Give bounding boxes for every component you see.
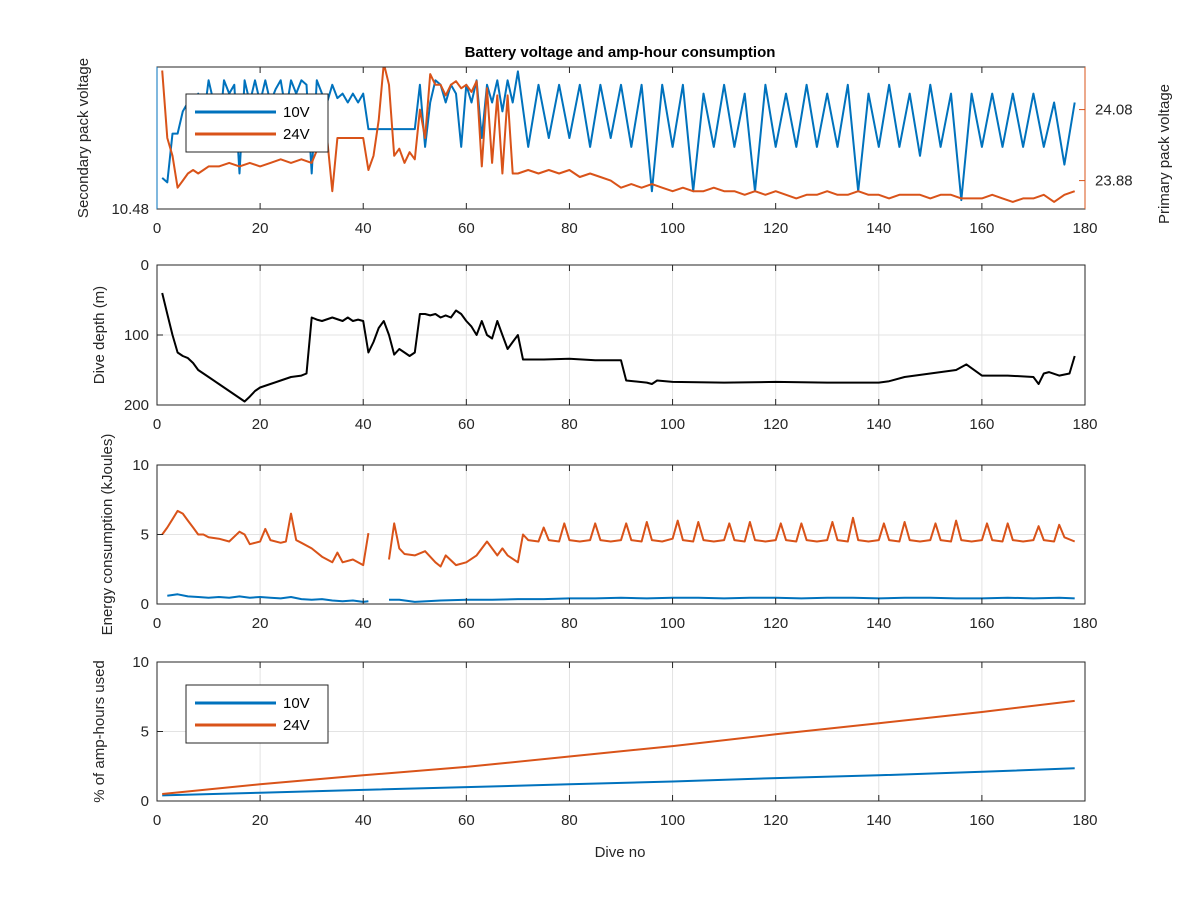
series-line-10v-panel-4 bbox=[162, 767, 1075, 797]
x-tick-label: 140 bbox=[866, 615, 891, 632]
x-tick-label: 60 bbox=[458, 615, 475, 632]
legend-box bbox=[185, 93, 329, 153]
x-tick-label: 60 bbox=[458, 220, 475, 237]
x-tick-label: 180 bbox=[1072, 615, 1097, 632]
x-tick-label: 120 bbox=[763, 220, 788, 237]
x-tick-label: 160 bbox=[969, 812, 994, 829]
y-tick-label: 200 bbox=[124, 397, 149, 414]
legend-box bbox=[185, 684, 329, 744]
x-tick-label: 40 bbox=[355, 615, 372, 632]
x-tick-label: 20 bbox=[252, 220, 269, 237]
x-tick-label: 80 bbox=[561, 615, 578, 632]
legend-label-24v: 24V bbox=[283, 717, 310, 734]
legend-label-24v: 24V bbox=[283, 126, 310, 143]
x-tick-label: 80 bbox=[561, 812, 578, 829]
y-tick-label: 10.48 bbox=[111, 201, 149, 218]
legend-label-10v: 10V bbox=[283, 695, 310, 712]
y-tick-label: 0 bbox=[141, 596, 149, 613]
x-tick-label: 20 bbox=[252, 416, 269, 433]
y-tick-label: 5 bbox=[141, 527, 149, 544]
x-tick-label: 100 bbox=[660, 220, 685, 237]
x-tick-label: 40 bbox=[355, 812, 372, 829]
x-tick-label: 40 bbox=[355, 416, 372, 433]
x-tick-label: 0 bbox=[153, 812, 161, 829]
y-tick-label: 100 bbox=[124, 327, 149, 344]
x-tick-label: 120 bbox=[763, 615, 788, 632]
x-tick-label: 160 bbox=[969, 220, 994, 237]
y-axis-label: Dive depth (m) bbox=[91, 286, 108, 384]
x-tick-label: 0 bbox=[153, 220, 161, 237]
y-right-tick-label: 24.08 bbox=[1095, 102, 1133, 119]
x-tick-label: 20 bbox=[252, 812, 269, 829]
y-axis-label: % of amp-hours used bbox=[91, 660, 108, 803]
y-tick-label: 10 bbox=[132, 457, 149, 474]
y-tick-label: 10 bbox=[132, 654, 149, 671]
x-tick-label: 180 bbox=[1072, 812, 1097, 829]
x-tick-label: 100 bbox=[660, 416, 685, 433]
y-right-tick-label: 23.88 bbox=[1095, 173, 1133, 190]
x-tick-label: 20 bbox=[252, 615, 269, 632]
x-tick-label: 180 bbox=[1072, 416, 1097, 433]
x-tick-label: 140 bbox=[866, 220, 891, 237]
y-tick-label: 0 bbox=[141, 257, 149, 274]
y-axis-label: Energy consumption (kJoules) bbox=[99, 434, 116, 636]
y-axis-label-right: Primary pack voltage bbox=[1156, 84, 1173, 224]
x-tick-label: 160 bbox=[969, 416, 994, 433]
series-line-24v-panel-3 bbox=[161, 509, 1076, 568]
series-line-24v-panel-4 bbox=[162, 699, 1075, 795]
x-tick-label: 120 bbox=[763, 416, 788, 433]
chart-title: Battery voltage and amp-hour consumption bbox=[465, 44, 776, 61]
x-tick-label: 120 bbox=[763, 812, 788, 829]
x-tick-label: 60 bbox=[458, 416, 475, 433]
y-axis-label-left: Secondary pack voltage bbox=[75, 58, 92, 218]
x-tick-label: 0 bbox=[153, 416, 161, 433]
x-tick-label: 80 bbox=[561, 220, 578, 237]
x-tick-label: 60 bbox=[458, 812, 475, 829]
x-tick-label: 80 bbox=[561, 416, 578, 433]
x-tick-label: 100 bbox=[660, 615, 685, 632]
y-tick-label: 5 bbox=[141, 724, 149, 741]
y-tick-label: 0 bbox=[141, 793, 149, 810]
x-axis-label: Dive no bbox=[595, 844, 646, 861]
x-tick-label: 160 bbox=[969, 615, 994, 632]
x-tick-label: 0 bbox=[153, 615, 161, 632]
series-line-depth-panel-2 bbox=[161, 292, 1076, 403]
x-tick-label: 100 bbox=[660, 812, 685, 829]
x-tick-label: 140 bbox=[866, 812, 891, 829]
x-tick-label: 140 bbox=[866, 416, 891, 433]
x-tick-label: 40 bbox=[355, 220, 372, 237]
series-line-10v-panel-3 bbox=[167, 593, 1075, 603]
series-line-24v-panel-1 bbox=[161, 67, 1076, 203]
legend-label-10v: 10V bbox=[283, 104, 310, 121]
x-tick-label: 180 bbox=[1072, 220, 1097, 237]
